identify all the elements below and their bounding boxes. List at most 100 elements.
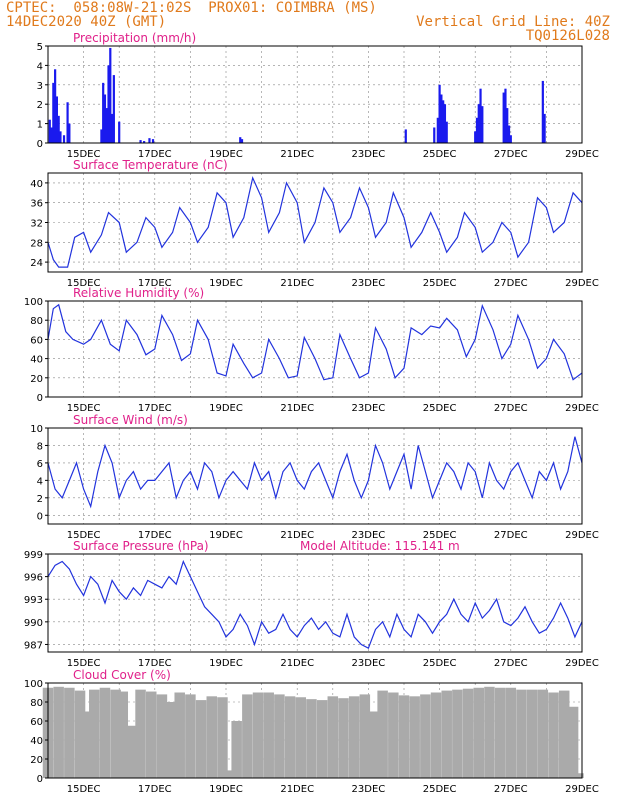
- cloud-cover-bar: [231, 721, 242, 778]
- x-tick-label: 23DEC: [352, 658, 386, 669]
- grid-line-info-text: Vertical Grid Line: 40Z: [416, 14, 610, 30]
- panel-frame: [47, 427, 583, 525]
- precipitation-bar: [239, 137, 242, 143]
- page-header: CPTEC: 058:08W-21:02S PROX01: COIMBRA (M…: [0, 0, 618, 45]
- y-tick-label: 10: [30, 424, 43, 435]
- y-tick-label: 6: [37, 459, 43, 470]
- precipitation-bar: [509, 135, 512, 143]
- precipitation-bar: [57, 115, 60, 143]
- cloud-cover-bar: [398, 695, 410, 778]
- panel-5: 987 990 993 996 999 15DEC 17DEC 19DEC 21DEC 23DEC…: [24, 539, 599, 669]
- cloud-cover-bar: [284, 696, 296, 778]
- x-tick-label: 21DEC: [280, 658, 314, 669]
- precipitation-bar: [445, 121, 448, 143]
- cloud-cover-bar: [126, 725, 137, 778]
- precipitation-bar: [143, 141, 146, 143]
- precipitation-bar: [151, 139, 155, 143]
- cloud-cover-bar: [110, 689, 121, 778]
- cloud-cover-bar: [306, 699, 317, 778]
- x-tick-label: 17DEC: [138, 530, 172, 541]
- panel-title: Surface Temperature (nC): [73, 158, 228, 172]
- precipitation-bar: [436, 117, 439, 143]
- panel-1: 0 1 2 3 4 5 15DEC 17DEC 19DEC 21DEC 23DEC 25DEC 27DE…: [37, 31, 599, 160]
- x-tick-label: 15DEC: [67, 149, 101, 160]
- cloud-cover-bar: [74, 690, 86, 778]
- x-tick-label: 25DEC: [423, 530, 457, 541]
- x-tick-label: 23DEC: [352, 278, 386, 289]
- x-tick-label: 23DEC: [352, 149, 386, 160]
- y-tick-label: 993: [24, 595, 43, 606]
- y-tick-label: 996: [24, 573, 43, 584]
- precipitation-bar: [474, 131, 477, 143]
- cloud-cover-bar: [252, 692, 264, 778]
- cloud-cover-bar: [53, 686, 64, 778]
- y-tick-label: 100: [24, 297, 43, 308]
- y-tick-label: 0: [37, 139, 43, 150]
- cloud-cover-bar: [473, 687, 485, 778]
- cloud-cover-bar: [156, 694, 168, 778]
- panel-frame: [47, 553, 583, 653]
- cloud-cover-bar: [81, 711, 93, 778]
- panel-frame: [47, 300, 583, 398]
- precipitation-bar: [541, 80, 544, 143]
- series-line: [47, 303, 583, 381]
- panel-title: Surface Wind (m/s): [73, 413, 188, 427]
- x-tick-label: 17DEC: [138, 403, 172, 414]
- precipitation-bar: [507, 125, 511, 143]
- y-tick-label: 8: [37, 441, 43, 452]
- precipitation-bar: [55, 96, 58, 143]
- precipitation-bar: [48, 119, 51, 143]
- precipitation-bar: [440, 94, 443, 143]
- x-tick-label: 19DEC: [209, 658, 243, 669]
- x-tick-label: 19DEC: [209, 278, 243, 289]
- precipitation-bar: [100, 129, 103, 143]
- x-tick-label: 25DEC: [423, 658, 457, 669]
- x-tick-label: 23DEC: [352, 530, 386, 541]
- panel-frame: [47, 682, 583, 779]
- cloud-cover-bar: [165, 702, 177, 778]
- precipitation-bar: [433, 127, 436, 143]
- x-tick-label: 25DEC: [423, 278, 457, 289]
- y-tick-label: 40: [30, 736, 43, 747]
- y-tick-label: 60: [30, 717, 43, 728]
- y-tick-label: 20: [30, 374, 43, 385]
- x-tick-label: 29DEC: [565, 530, 599, 541]
- x-tick-label: 29DEC: [565, 403, 599, 414]
- panel-title: Precipitation (mm/h): [73, 31, 196, 45]
- station-info-text: CPTEC: 058:08W-21:02S PROX01: COIMBRA (M…: [6, 0, 377, 16]
- cloud-cover-bar: [452, 689, 463, 778]
- precipitation-bar: [477, 104, 480, 143]
- y-tick-label: 20: [30, 755, 43, 766]
- precipitation-bar: [481, 106, 484, 143]
- run-date-text: 14DEC2020 40Z (GMT): [6, 14, 167, 30]
- y-tick-label: 32: [30, 219, 43, 230]
- precipitation-bar: [68, 123, 71, 143]
- panel-6: 0 20 40 60 80 100 15DEC 17DEC 19DEC 21DEC 23DEC 25D…: [24, 668, 599, 795]
- y-tick-label: 2: [37, 100, 43, 111]
- x-tick-label: 19DEC: [209, 403, 243, 414]
- model-code-text: TQ0126L028: [525, 28, 610, 44]
- cloud-cover-bar: [117, 691, 129, 778]
- series-line: [47, 436, 583, 509]
- cloud-cover-bar: [420, 694, 431, 778]
- y-tick-label: 4: [37, 61, 43, 72]
- y-tick-label: 990: [24, 618, 43, 629]
- x-tick-label: 25DEC: [423, 403, 457, 414]
- y-tick-label: 2: [37, 494, 43, 505]
- cloud-cover-bar: [316, 700, 328, 778]
- panel-title: Cloud Cover (%): [73, 668, 171, 682]
- cloud-cover-bar: [548, 692, 559, 778]
- series-line: [47, 559, 583, 650]
- panel-4: 0 2 4 6 8 10 15DEC 17DEC 19DEC 21DEC 23DEC 25DEC 27D…: [30, 413, 599, 541]
- y-tick-label: 40: [30, 179, 43, 190]
- precipitation-bar: [475, 117, 479, 143]
- precipitation-bar: [66, 102, 69, 143]
- precipitation-bar: [502, 92, 505, 143]
- cloud-cover-bar: [206, 696, 218, 778]
- x-tick-label: 17DEC: [138, 278, 172, 289]
- x-tick-label: 17DEC: [138, 784, 172, 795]
- cloud-cover-bar: [224, 770, 235, 778]
- x-tick-label: 25DEC: [423, 784, 457, 795]
- panel-title: Relative Humidity (%): [73, 286, 204, 300]
